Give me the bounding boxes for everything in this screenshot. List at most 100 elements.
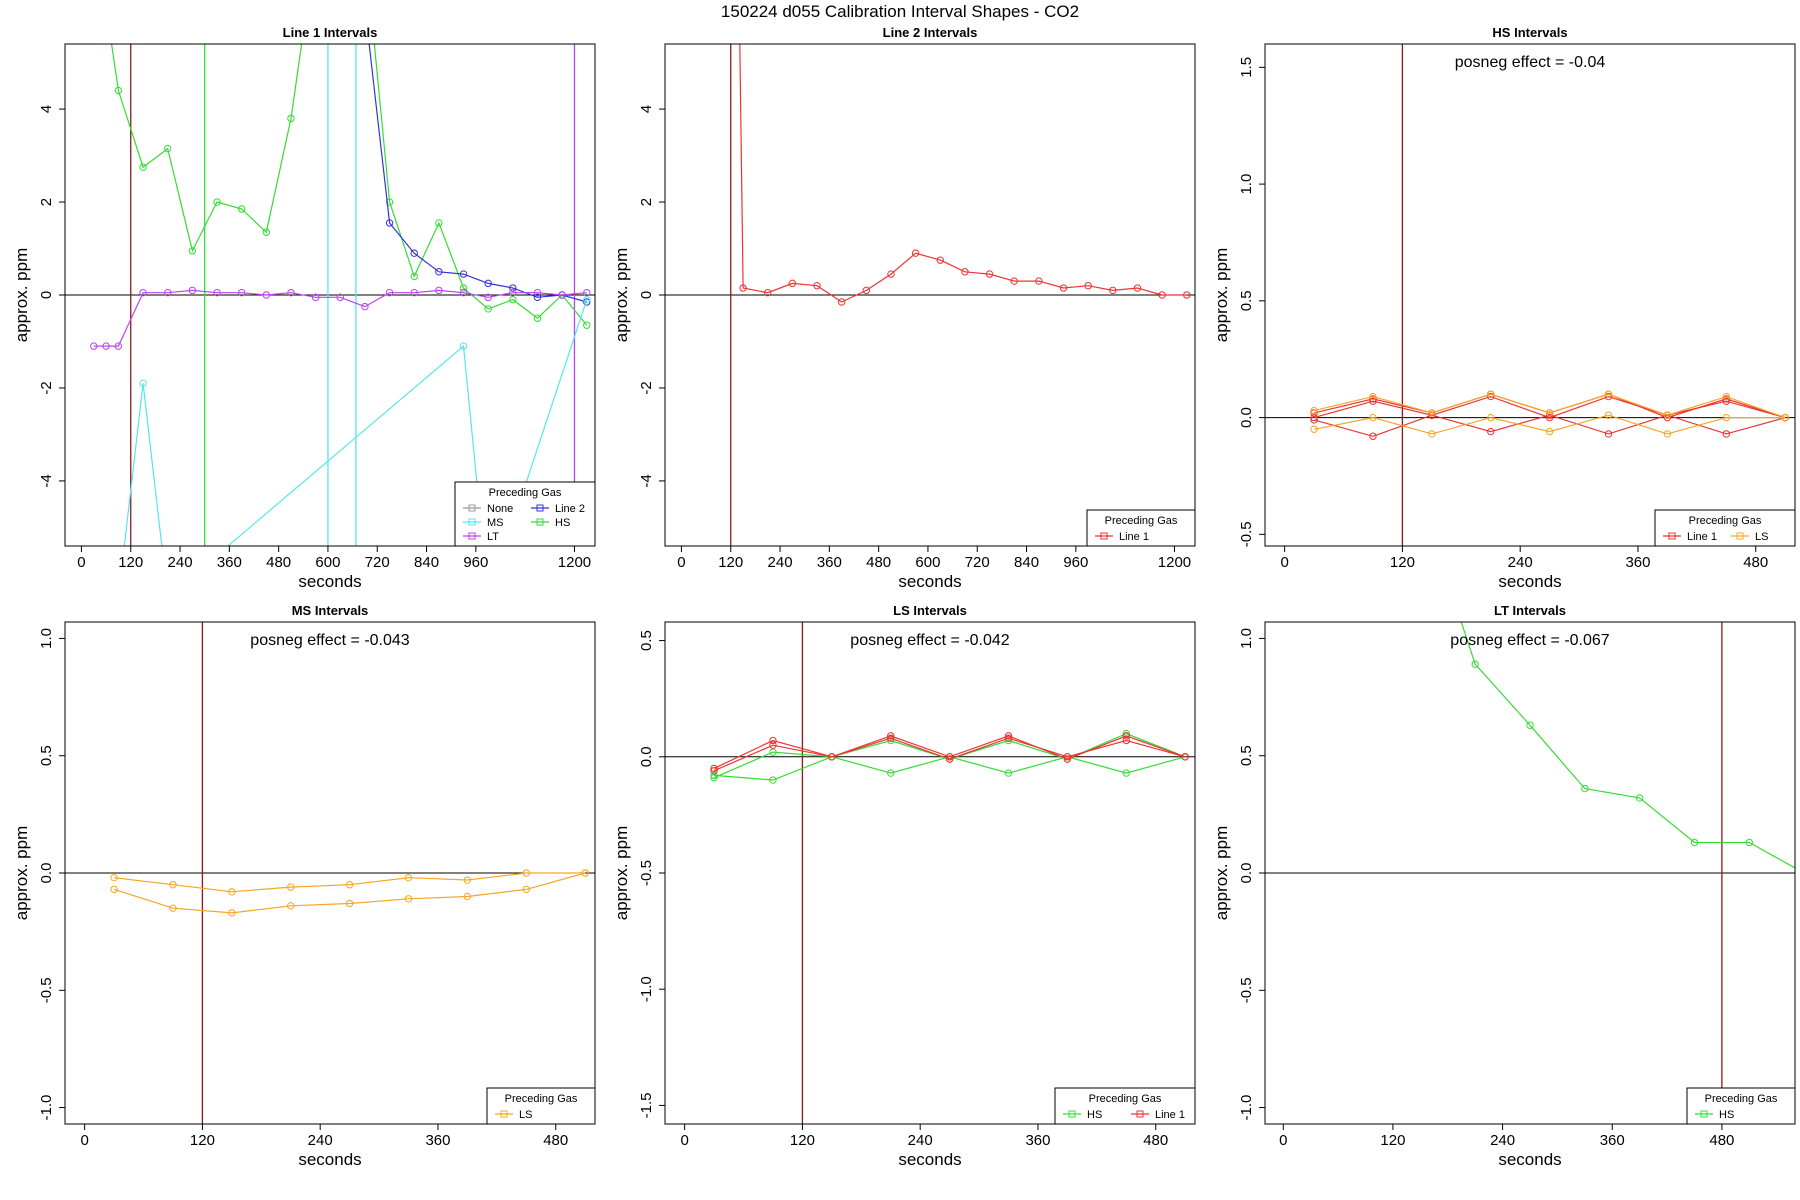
y-tick-label: -1.0 (1238, 1095, 1255, 1121)
data-point (710, 767, 718, 775)
plot-area (1265, 44, 1795, 546)
data-point (410, 288, 418, 297)
y-tick-label: -2 (38, 381, 55, 394)
y-tick-label: 2 (638, 198, 655, 206)
legend-marker (1700, 1110, 1708, 1118)
data-point (1310, 425, 1318, 433)
data-point (102, 342, 110, 350)
legend-box (1086, 509, 1196, 547)
x-tick-label: 120 (190, 1132, 215, 1149)
x-tick-label: 0 (77, 554, 85, 571)
y-tick-label: 4 (638, 105, 655, 113)
data-point (509, 295, 517, 304)
data-point (114, 342, 123, 350)
y-tick-label: 1.5 (1238, 57, 1255, 78)
chart-panel-hs: HS Intervals 0 120 240 360 480 seconds -0.5 0.0 0… (1212, 25, 1796, 590)
data-point (410, 249, 418, 257)
y-tick-label: 0.0 (638, 746, 655, 767)
x-tick-label: 240 (908, 1132, 933, 1149)
data-point (287, 114, 295, 123)
y-tick-label: -0.5 (1238, 977, 1255, 1003)
data-point (1581, 784, 1589, 793)
data-point (484, 293, 492, 302)
legend-title: Preceding Gas (1689, 515, 1762, 527)
y-tick-label: -0.5 (38, 977, 55, 1003)
x-axis-label: seconds (298, 1150, 361, 1168)
x-tick-label: 480 (543, 1132, 568, 1149)
data-point (1122, 769, 1130, 777)
x-tick-label: 960 (463, 554, 488, 571)
legend-entry-label: Line 1 (1687, 531, 1717, 543)
data-point (710, 764, 718, 773)
data-point (311, 293, 320, 302)
data-point (1545, 411, 1554, 419)
legend-marker (536, 504, 544, 512)
series-line (1313, 414, 1786, 437)
legend-entry-label: HS (1719, 1109, 1734, 1121)
data-point (188, 247, 197, 255)
y-axis-label: approx. ppm (12, 826, 31, 921)
y-tick-label: 0.0 (38, 863, 55, 884)
legend-marker (536, 518, 544, 526)
data-point (287, 288, 295, 297)
x-tick-label: 360 (425, 1132, 450, 1149)
data-point (945, 753, 954, 761)
y-tick-label: -0.5 (638, 860, 655, 886)
data-point (110, 885, 118, 894)
data-point (1545, 413, 1554, 422)
data-point (435, 286, 443, 295)
data-point (533, 288, 542, 297)
data-point (522, 869, 530, 877)
plot-frame (1264, 43, 1796, 547)
data-point (710, 774, 718, 782)
data-point (1745, 838, 1754, 847)
data-point (788, 279, 797, 288)
data-point (581, 869, 589, 877)
data-point (1487, 392, 1495, 401)
legend-box (1654, 509, 1796, 547)
x-tick-label: 120 (718, 554, 743, 571)
data-point (169, 904, 177, 912)
legend: Preceding Gas None Line 2 MS HS LT (454, 481, 596, 547)
data-point (769, 748, 777, 756)
data-point (410, 272, 418, 281)
data-point (1604, 430, 1613, 438)
data-point (985, 270, 994, 278)
y-axis-label: approx. ppm (612, 248, 631, 343)
x-tick-label: 240 (308, 1132, 333, 1149)
legend-entry-label: LT (487, 531, 499, 543)
data-point (435, 219, 443, 227)
data-point (1035, 277, 1043, 285)
x-axis-label: seconds (898, 1150, 961, 1168)
data-point (887, 270, 895, 278)
legend-box (486, 1087, 596, 1125)
data-point (1781, 413, 1789, 422)
data-point (459, 284, 468, 292)
data-point (1428, 409, 1436, 417)
data-point (459, 270, 468, 278)
data-point (139, 379, 147, 388)
y-tick-label: 0 (638, 291, 655, 299)
legend-marker (1736, 532, 1744, 540)
legend-box (1054, 1087, 1196, 1125)
x-tick-label: 120 (1380, 1132, 1405, 1149)
x-axis-label: seconds (898, 572, 961, 590)
data-point (1663, 413, 1672, 422)
data-point (1133, 284, 1142, 292)
x-tick-label: 0 (1280, 554, 1288, 571)
posneg-annotation: posneg effect = -0.067 (1450, 632, 1609, 649)
y-axis-label: approx. ppm (1212, 248, 1231, 343)
y-tick-label: 4 (38, 105, 55, 113)
data-point (228, 909, 236, 917)
data-point (509, 288, 517, 297)
data-point (828, 753, 836, 761)
data-point (114, 86, 123, 95)
data-point (887, 736, 895, 745)
series-line (1313, 414, 1786, 435)
data-point (1310, 409, 1318, 417)
data-point (1526, 721, 1534, 729)
data-point (1722, 413, 1730, 422)
y-tick-label: -1.0 (638, 976, 655, 1002)
series-line (93, 289, 587, 347)
legend-marker (1068, 1110, 1076, 1118)
